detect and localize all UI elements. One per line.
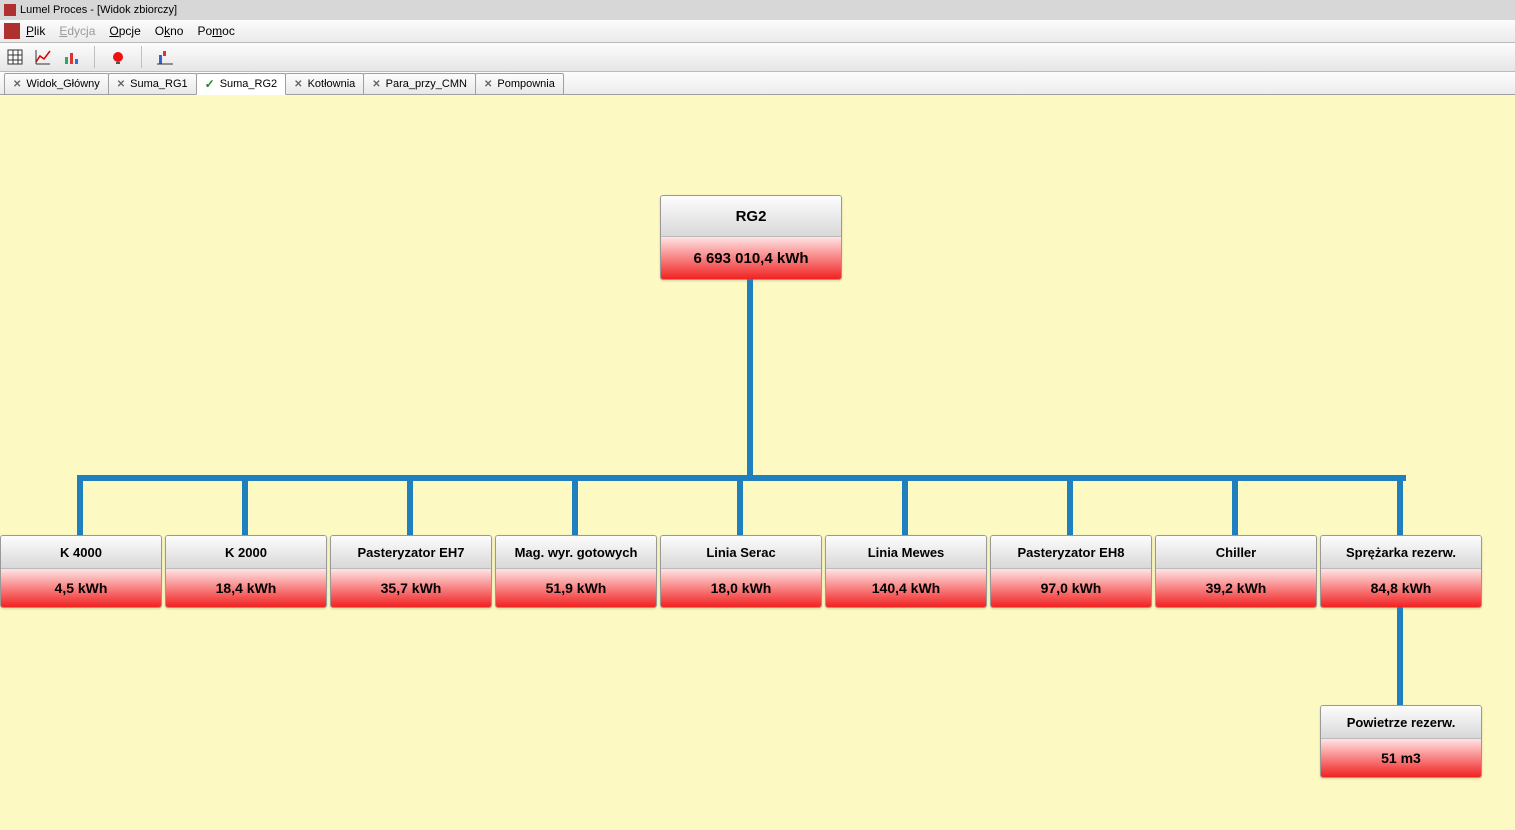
diagram-canvas: RG26 693 010,4 kWhK 40004,5 kWhK 200018,… xyxy=(0,95,1515,830)
node-header: Linia Mewes xyxy=(826,536,986,569)
tab-label: Para_przy_CMN xyxy=(386,78,467,90)
connector-line xyxy=(902,475,908,535)
connector-line xyxy=(80,475,1406,481)
node-spr-arka-rezerw-[interactable]: Sprężarka rezerw.84,8 kWh xyxy=(1320,535,1482,608)
node-header: Chiller xyxy=(1156,536,1316,569)
tab-label: Suma_RG2 xyxy=(220,78,277,90)
node-linia-serac[interactable]: Linia Serac18,0 kWh xyxy=(660,535,822,608)
node-rg2[interactable]: RG26 693 010,4 kWh xyxy=(660,195,842,280)
node-value: 97,0 kWh xyxy=(991,569,1151,607)
node-value: 51,9 kWh xyxy=(496,569,656,607)
node-value: 84,8 kWh xyxy=(1321,569,1481,607)
node-header: Sprężarka rezerw. xyxy=(1321,536,1481,569)
tab-suma_rg2[interactable]: ✓ Suma_RG2 xyxy=(196,73,287,95)
tabstrip: ✕ Widok_Główny ✕ Suma_RG1 ✓ Suma_RG2 ✕ Kotłowni… xyxy=(0,72,1515,95)
node-header: K 2000 xyxy=(166,536,326,569)
connector-line xyxy=(737,475,743,535)
node-value: 4,5 kWh xyxy=(1,569,161,607)
node-header: Mag. wyr. gotowych xyxy=(496,536,656,569)
node-value: 18,0 kWh xyxy=(661,569,821,607)
node-value: 51 m3 xyxy=(1321,739,1481,777)
node-k-4000[interactable]: K 40004,5 kWh xyxy=(0,535,162,608)
menu-pomoc[interactable]: Pomoc xyxy=(197,24,234,38)
toolbar-bar-icon[interactable] xyxy=(62,48,80,66)
node-header: RG2 xyxy=(661,196,841,237)
toolbar-grid-icon[interactable] xyxy=(6,48,24,66)
connector-line xyxy=(242,475,248,535)
connector-line xyxy=(407,475,413,535)
node-value: 39,2 kWh xyxy=(1156,569,1316,607)
node-pasteryzator-eh7[interactable]: Pasteryzator EH735,7 kWh xyxy=(330,535,492,608)
node-value: 18,4 kWh xyxy=(166,569,326,607)
connector-line xyxy=(1232,475,1238,535)
menubar: Plik Edycja Opcje Okno Pomoc xyxy=(0,20,1515,43)
connector-line xyxy=(1397,475,1403,535)
app-icon xyxy=(4,4,16,16)
toolbar-pulse-icon[interactable] xyxy=(156,48,174,66)
node-header: Linia Serac xyxy=(661,536,821,569)
tab-label: Suma_RG1 xyxy=(130,78,187,90)
connector-line xyxy=(1397,607,1403,705)
tab-para_przy_cmn[interactable]: ✕ Para_przy_CMN xyxy=(363,73,476,94)
close-icon: ✕ xyxy=(294,79,302,90)
tab-pompownia[interactable]: ✕ Pompownia xyxy=(475,73,564,94)
menu-plik[interactable]: Plik xyxy=(26,24,45,38)
node-header: Pasteryzator EH7 xyxy=(331,536,491,569)
connector-line xyxy=(572,475,578,535)
tab-label: Pompownia xyxy=(497,78,554,90)
tab-label: Widok_Główny xyxy=(26,78,99,90)
connector-line xyxy=(747,279,753,475)
connector-line xyxy=(1067,475,1073,535)
toolbar-separator xyxy=(141,46,142,68)
app-menu-icon xyxy=(4,23,20,39)
node-value: 35,7 kWh xyxy=(331,569,491,607)
node-powietrze-rezerw-[interactable]: Powietrze rezerw.51 m3 xyxy=(1320,705,1482,778)
check-icon: ✓ xyxy=(205,77,215,91)
toolbar-chart-icon[interactable] xyxy=(34,48,52,66)
close-icon: ✕ xyxy=(372,79,380,90)
close-icon: ✕ xyxy=(117,79,125,90)
window-title: Lumel Proces - [Widok zbiorczy] xyxy=(20,4,177,16)
node-mag-wyr-gotowych[interactable]: Mag. wyr. gotowych51,9 kWh xyxy=(495,535,657,608)
node-header: Pasteryzator EH8 xyxy=(991,536,1151,569)
node-chiller[interactable]: Chiller39,2 kWh xyxy=(1155,535,1317,608)
connector-line xyxy=(77,475,83,535)
menu-okno[interactable]: Okno xyxy=(155,24,184,38)
node-value: 6 693 010,4 kWh xyxy=(661,237,841,279)
node-pasteryzator-eh8[interactable]: Pasteryzator EH897,0 kWh xyxy=(990,535,1152,608)
tab-label: Kotłownia xyxy=(308,78,356,90)
node-header: K 4000 xyxy=(1,536,161,569)
menu-opcje[interactable]: Opcje xyxy=(109,24,140,38)
node-linia-mewes[interactable]: Linia Mewes140,4 kWh xyxy=(825,535,987,608)
toolbar-alarm-icon[interactable] xyxy=(109,48,127,66)
tab-suma_rg1[interactable]: ✕ Suma_RG1 xyxy=(108,73,197,94)
node-header: Powietrze rezerw. xyxy=(1321,706,1481,739)
node-value: 140,4 kWh xyxy=(826,569,986,607)
node-k-2000[interactable]: K 200018,4 kWh xyxy=(165,535,327,608)
tab-kotłownia[interactable]: ✕ Kotłownia xyxy=(285,73,364,94)
toolbar-separator xyxy=(94,46,95,68)
tab-widok_główny[interactable]: ✕ Widok_Główny xyxy=(4,73,109,94)
close-icon: ✕ xyxy=(13,79,21,90)
titlebar: Lumel Proces - [Widok zbiorczy] xyxy=(0,0,1515,20)
toolbar xyxy=(0,43,1515,72)
menu-edycja[interactable]: Edycja xyxy=(59,24,95,38)
close-icon: ✕ xyxy=(484,79,492,90)
